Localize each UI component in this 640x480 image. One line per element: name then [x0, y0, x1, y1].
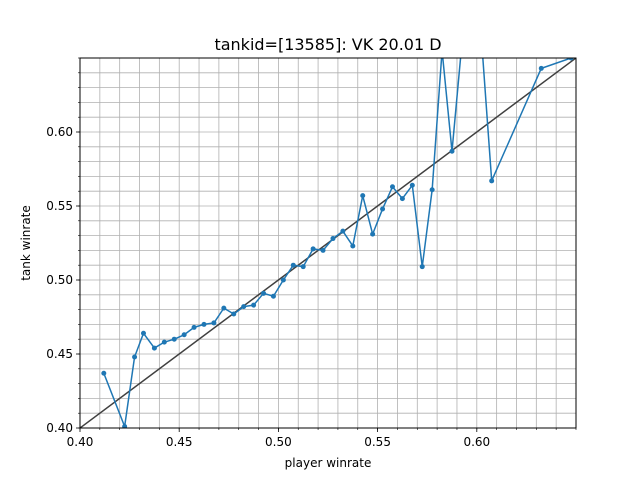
data-point: [101, 370, 107, 376]
data-point: [201, 321, 207, 327]
data-point: [538, 65, 544, 71]
data-point: [350, 243, 356, 249]
data-point: [568, 58, 574, 61]
plot-frame: [79, 57, 577, 429]
y-tick-label: 0.40: [46, 421, 73, 435]
y-tick-label: 0.60: [46, 125, 73, 139]
data-point: [161, 339, 167, 345]
data-point: [140, 330, 146, 336]
y-tick-label: 0.45: [46, 347, 73, 361]
data-point: [320, 247, 326, 253]
data-point: [231, 311, 237, 317]
data-point: [241, 304, 247, 310]
data-point: [449, 148, 455, 154]
data-point: [389, 184, 395, 190]
chart-title: tankid=[13585]: VK 20.01 D: [214, 35, 441, 54]
y-tick-label: 0.50: [46, 273, 73, 287]
series-line: [103, 58, 572, 428]
data-point: [429, 187, 435, 193]
data-point: [380, 206, 386, 212]
data-point: [489, 178, 495, 184]
x-tick-label: 0.55: [364, 435, 391, 449]
data-point: [122, 424, 128, 428]
data-point: [280, 277, 286, 283]
data-point: [310, 246, 316, 252]
data-point: [221, 305, 227, 311]
reference-line: [80, 58, 576, 428]
grid: [80, 58, 576, 428]
data-point: [340, 228, 346, 234]
data-point: [181, 332, 187, 338]
data-point: [151, 345, 157, 351]
x-tick-label: 0.50: [265, 435, 292, 449]
data-point: [191, 324, 197, 330]
data-point: [211, 320, 217, 326]
data-point: [290, 262, 296, 268]
data-point: [409, 182, 415, 188]
y-axis-label: tank winrate: [19, 205, 33, 281]
x-tick-label: 0.40: [67, 435, 94, 449]
x-tick-label: 0.60: [463, 435, 490, 449]
tick-group: 0.40 0.45 0.50 0.55 0.60 0.40 0.45 0.50 0.55 0.60: [46, 57, 577, 449]
data-point: [330, 236, 336, 242]
data-point: [360, 193, 366, 199]
data-point: [132, 354, 138, 360]
x-axis-label: player winrate: [285, 456, 372, 470]
series-group: [80, 58, 576, 428]
data-point: [370, 231, 376, 237]
data-point: [171, 336, 177, 342]
data-point: [270, 293, 276, 299]
data-point: [300, 264, 306, 270]
data-point: [251, 302, 257, 308]
y-tick-label: 0.55: [46, 199, 73, 213]
x-tick-label: 0.45: [166, 435, 193, 449]
data-point: [261, 290, 267, 296]
data-point: [399, 196, 405, 202]
data-point: [419, 264, 425, 270]
